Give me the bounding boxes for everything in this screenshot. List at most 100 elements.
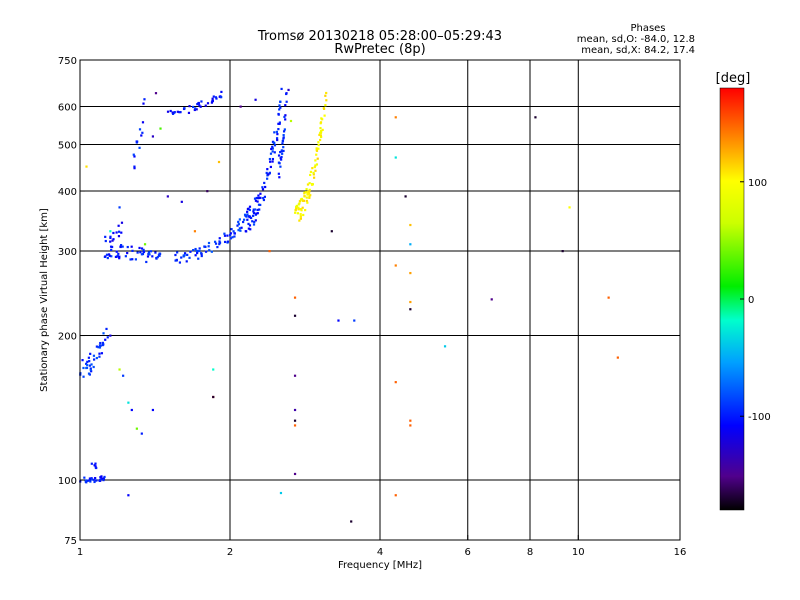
echo-point	[218, 240, 221, 243]
echo-point	[325, 99, 328, 102]
echo-point	[246, 213, 249, 216]
echo-point	[92, 478, 95, 481]
echo-point	[186, 253, 189, 256]
echo-point	[131, 258, 134, 261]
echo-point	[200, 100, 203, 103]
echo-point	[319, 138, 322, 142]
echo-point	[131, 249, 134, 252]
echo-point	[262, 197, 265, 200]
echo-point	[180, 256, 183, 259]
echo-point	[271, 157, 275, 161]
echo-point	[265, 171, 268, 175]
echo-point	[208, 249, 211, 252]
echo-point	[248, 215, 252, 218]
echo-point	[277, 172, 280, 175]
echo-point	[294, 208, 297, 212]
echo-point	[207, 245, 210, 248]
echo-point	[304, 208, 307, 212]
echo-point	[312, 176, 316, 179]
echo-point	[176, 110, 179, 113]
echo-point	[189, 250, 192, 253]
scatter-point	[293, 419, 297, 422]
echo-point	[309, 194, 312, 197]
scatter-point	[409, 223, 412, 227]
echo-point	[94, 477, 97, 480]
echo-point	[86, 363, 89, 367]
scatter-point	[85, 165, 88, 168]
scatter-point	[109, 334, 112, 337]
echo-point	[226, 234, 229, 237]
echo-point	[134, 258, 138, 261]
echo-point	[253, 197, 257, 200]
echo-point	[108, 254, 111, 257]
echo-point	[178, 111, 181, 114]
echo-point	[198, 104, 201, 107]
scatter-point	[206, 190, 209, 193]
echo-point	[253, 220, 256, 224]
echo-point	[141, 131, 144, 134]
scatter-point	[289, 119, 293, 123]
echo-point	[198, 249, 201, 253]
echo-point	[240, 226, 243, 229]
scatter-point	[409, 308, 412, 311]
echo-point	[254, 219, 257, 222]
echo-point	[166, 110, 170, 113]
echo-point	[249, 228, 252, 231]
colorbar-tick-label: 0	[748, 295, 754, 306]
echo-point	[203, 245, 206, 248]
echo-point	[248, 205, 252, 208]
echo-point	[115, 250, 118, 253]
echo-point	[174, 253, 177, 257]
echo-point	[145, 260, 148, 264]
chart-title: Tromsø 20130218 05:28:00–05:29:43	[257, 29, 502, 44]
echo-point	[192, 249, 195, 252]
x-axis-ticks: 1 2 4 6 8 10 16	[77, 535, 686, 558]
grid-lines	[80, 60, 680, 540]
echo-point	[285, 92, 288, 96]
echo-point	[100, 477, 103, 481]
scatter-point	[166, 195, 169, 198]
echo-point	[94, 462, 97, 465]
echo-point	[320, 129, 323, 133]
echo-point	[318, 133, 321, 136]
y-tick-label: 500	[58, 141, 77, 152]
echo-point	[277, 128, 280, 131]
echo-point	[282, 134, 285, 137]
echo-point	[256, 212, 259, 215]
echo-point	[194, 247, 197, 251]
echo-point	[325, 91, 328, 95]
y-tick-label: 300	[58, 247, 77, 258]
y-tick-label: 600	[58, 103, 77, 114]
echo-point	[197, 257, 200, 260]
scatter-point	[337, 319, 340, 322]
echo-point	[200, 254, 203, 258]
echo-point	[296, 212, 300, 215]
echo-point	[93, 480, 96, 484]
echo-point	[236, 224, 239, 227]
echo-point	[278, 122, 281, 126]
echo-point	[104, 239, 107, 243]
x-tick-label: 2	[227, 547, 233, 558]
echo-point	[229, 237, 232, 240]
echo-point	[298, 219, 301, 222]
echo-point	[238, 218, 241, 221]
scatter-point	[568, 206, 571, 209]
echo-point	[269, 165, 272, 169]
scatter-point	[607, 296, 610, 299]
echo-point	[250, 216, 253, 220]
echo-point	[103, 475, 106, 479]
echo-point	[305, 199, 308, 203]
scatter-point	[130, 408, 133, 412]
echo-point	[90, 370, 93, 373]
echo-point	[118, 230, 121, 233]
echo-point	[261, 186, 264, 189]
echo-point	[303, 195, 306, 198]
echo-point	[223, 240, 227, 244]
scatter-point	[409, 419, 412, 422]
echo-point	[156, 256, 159, 259]
echo-point	[313, 165, 316, 169]
echo-point	[307, 190, 310, 193]
x-tick-label: 10	[572, 547, 585, 558]
echo-point	[142, 250, 146, 254]
echo-point	[226, 240, 230, 243]
